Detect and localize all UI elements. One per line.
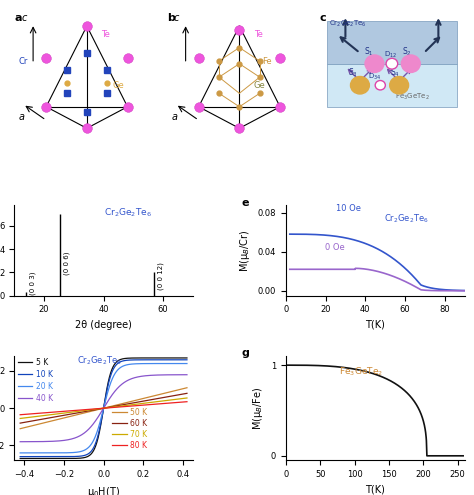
Text: Te: Te [101,30,110,39]
Text: Cr$_2$Ge$_2$Te$_6$: Cr$_2$Ge$_2$Te$_6$ [329,19,367,29]
Text: Fe$_3$GeTe$_2$: Fe$_3$GeTe$_2$ [339,366,383,378]
Circle shape [350,77,369,94]
Text: 10 Oe: 10 Oe [336,204,361,213]
Text: g: g [241,348,249,358]
Text: S$_4$: S$_4$ [390,67,400,79]
Text: a: a [14,12,22,23]
X-axis label: μ$_0$H(T): μ$_0$H(T) [87,485,120,495]
Text: 20 K: 20 K [36,382,53,391]
Text: a: a [18,112,25,122]
Text: 70 K: 70 K [130,430,147,439]
Text: c: c [174,13,179,23]
Text: 0 Oe: 0 Oe [325,243,345,252]
Text: (0 0 6): (0 0 6) [64,252,70,275]
Text: b: b [167,12,174,23]
Text: Cr$_2$Ge$_2$Te$_6$: Cr$_2$Ge$_2$Te$_6$ [103,207,152,219]
Polygon shape [327,21,457,64]
Circle shape [390,77,409,94]
Text: 5 K: 5 K [36,358,48,367]
Text: c: c [21,13,27,23]
Circle shape [386,58,398,69]
Circle shape [365,55,384,72]
Text: 40 K: 40 K [36,394,53,403]
Text: Ge: Ge [254,81,265,90]
Y-axis label: M(μ$_B$/Fe): M(μ$_B$/Fe) [251,387,265,430]
Text: Cr$_2$Ge$_2$Te$_6$: Cr$_2$Ge$_2$Te$_6$ [77,354,121,367]
Y-axis label: M(μ$_B$/Cr): M(μ$_B$/Cr) [238,229,252,272]
Text: a: a [171,112,177,122]
Text: 10 K: 10 K [36,370,53,379]
Text: Te: Te [254,30,263,39]
Text: S$_3$: S$_3$ [348,67,358,79]
Text: e: e [241,198,249,207]
Text: Cr$_2$Ge$_2$Te$_6$: Cr$_2$Ge$_2$Te$_6$ [384,212,429,225]
Text: Fe: Fe [263,57,272,66]
Text: 50 K: 50 K [130,408,147,417]
X-axis label: T(K): T(K) [365,485,385,495]
Text: D$_{12}$: D$_{12}$ [384,50,397,59]
Text: (0 0 12): (0 0 12) [157,262,164,290]
Text: Cr: Cr [18,57,28,66]
Text: 80 K: 80 K [130,441,147,450]
Text: Fe$_3$GeTe$_2$: Fe$_3$GeTe$_2$ [395,92,429,102]
Text: Ge: Ge [113,81,125,90]
X-axis label: T(K): T(K) [365,320,385,330]
Text: (0 0 3): (0 0 3) [29,271,36,295]
Text: 60 K: 60 K [130,419,147,428]
Text: D$_{34}$: D$_{34}$ [368,71,381,82]
X-axis label: 2θ (degree): 2θ (degree) [75,320,132,330]
Text: S$_1$: S$_1$ [364,46,374,58]
Circle shape [375,81,385,90]
Circle shape [401,55,420,72]
Text: S$_2$: S$_2$ [401,46,411,58]
Text: c: c [319,12,326,23]
Polygon shape [327,64,457,107]
